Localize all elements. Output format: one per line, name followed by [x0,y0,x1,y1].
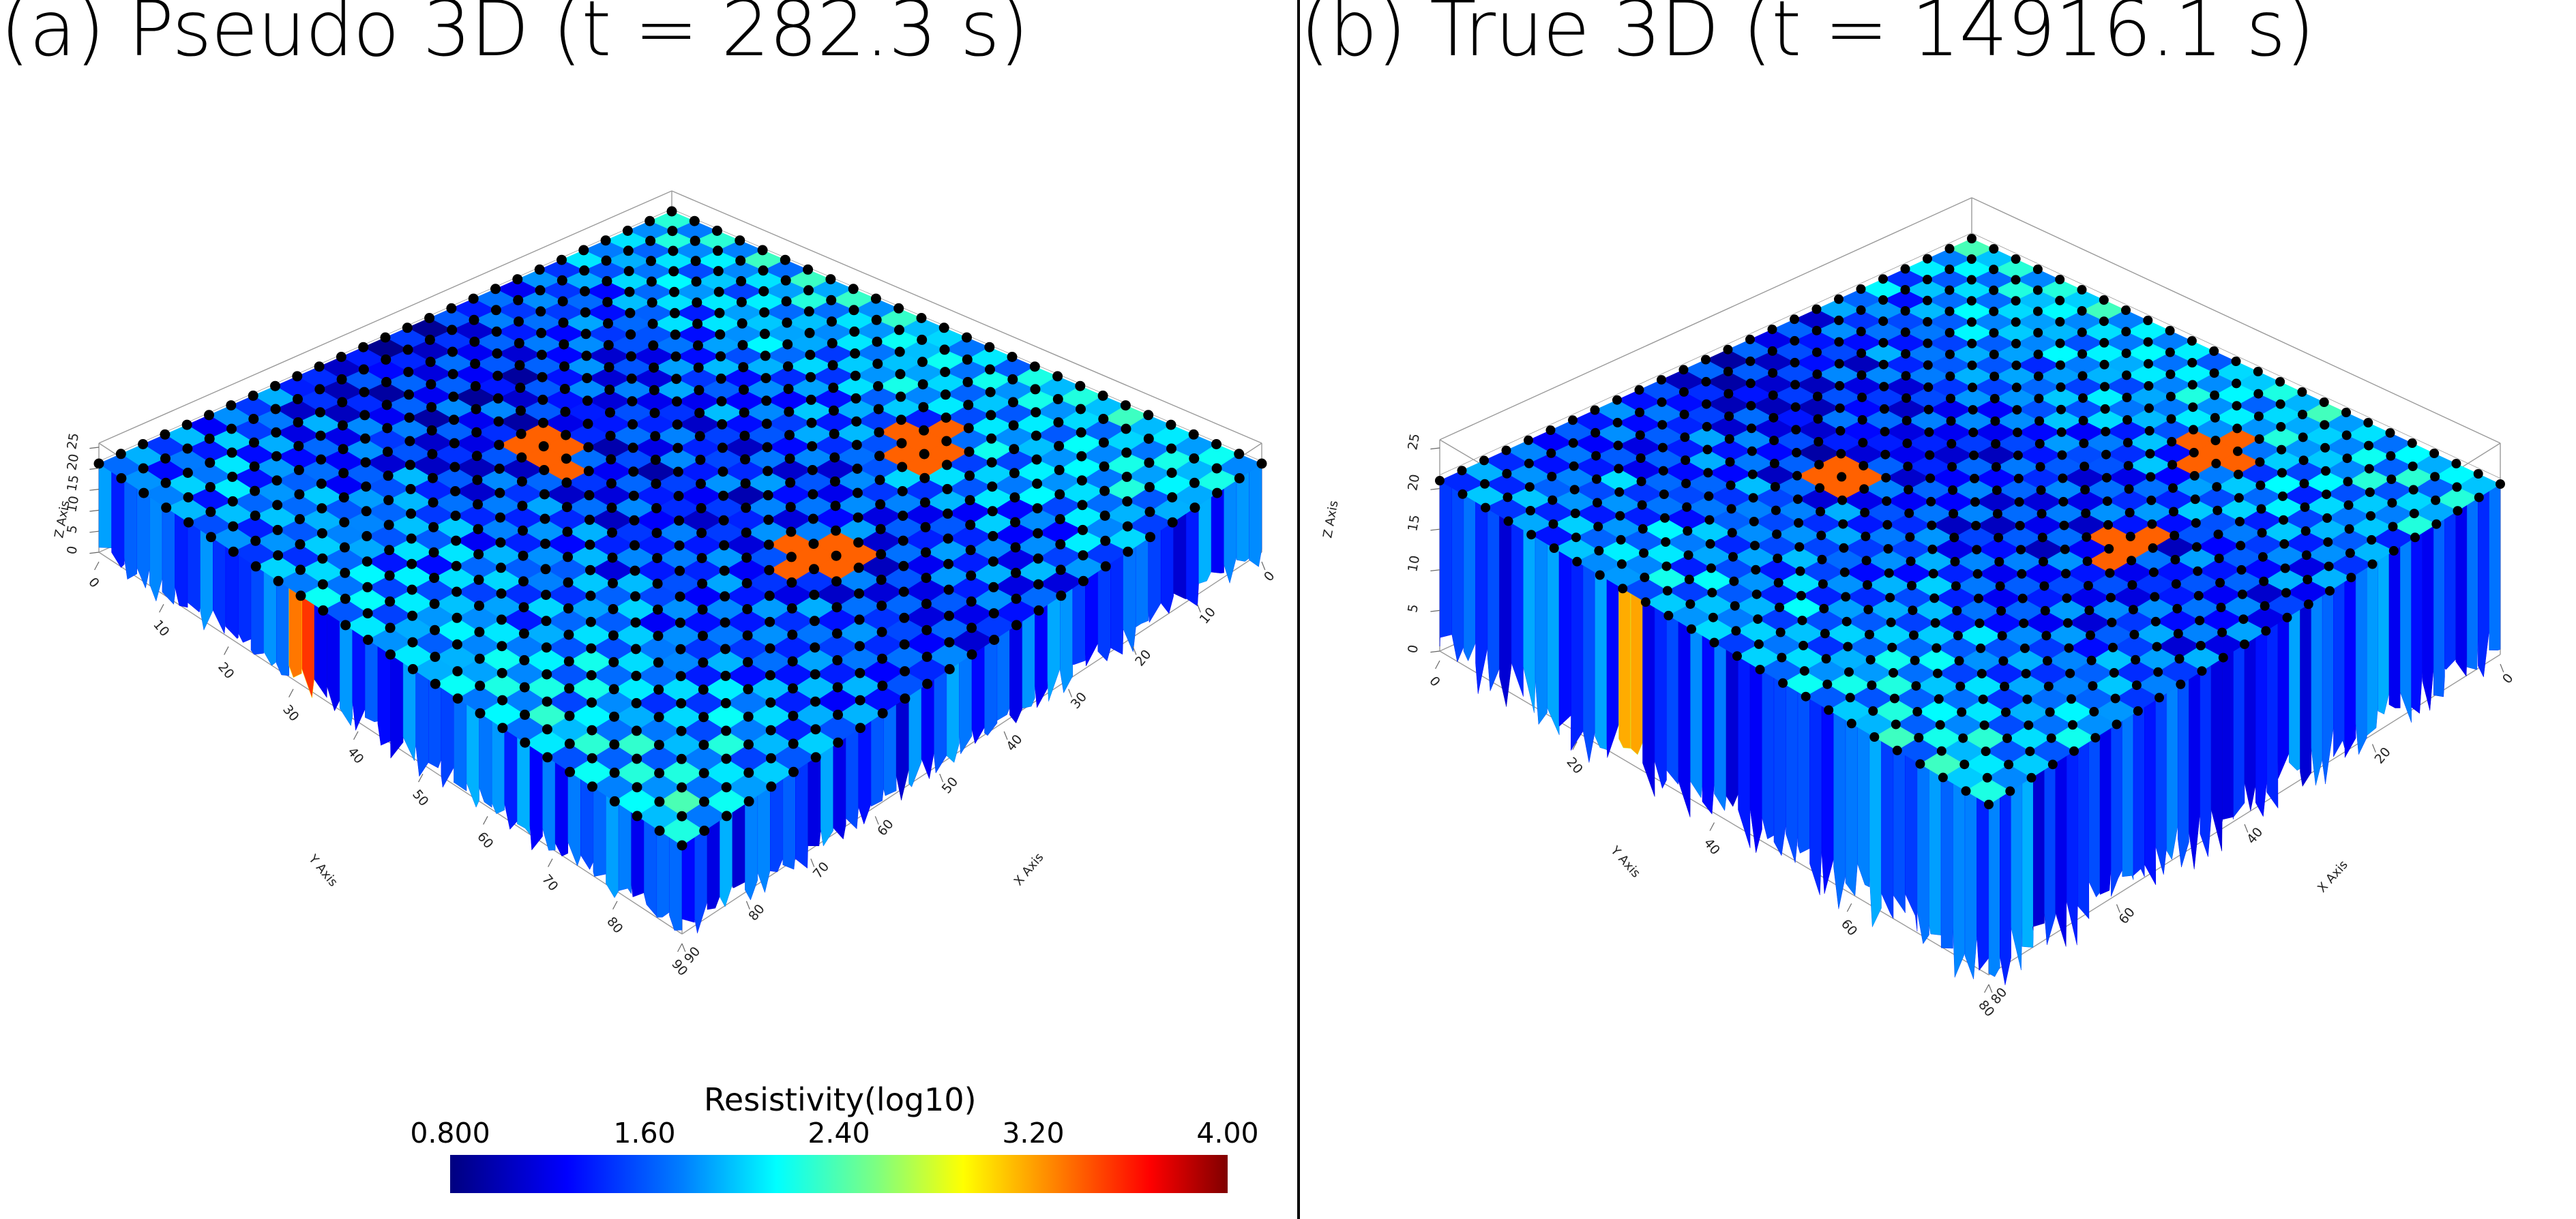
y-tick-label: 20 [1563,755,1585,777]
colorbar: Resistivity(log10) 0.800 1.60 2.40 3.20 … [409,1081,1296,1218]
y-tick-label: 0 [1426,674,1443,689]
x-tick-label: 50 [939,774,961,797]
z-tick-label: 25 [1405,432,1423,451]
x-tick-label: 40 [1003,732,1025,754]
z-tick-label: 5 [64,524,80,535]
z-tick-label: 20 [64,453,82,472]
x-tick-label: 30 [1068,689,1090,712]
panel-title: (b) True 3D (t = 14916.1 s) [1300,0,2315,74]
colorbar-gradient [450,1155,1228,1193]
x-tick-label: 0 [1261,569,1278,584]
y-tick-label: 60 [1838,916,1860,939]
colorbar-tick: 2.40 [808,1117,870,1149]
y-tick-label: 40 [344,744,366,767]
resistivity-3d-model-pseudo: Z Axis Y Axis X Axis 0510152025010203040… [52,190,1278,979]
y-axis-title: Y Axis [1608,843,1643,881]
z-tick-label: 0 [64,545,80,556]
z-axis-title: Z Axis [1320,500,1341,539]
y-axis-title: Y Axis [306,852,340,890]
panel-true-3d: (b) True 3D (t = 14916.1 s) Z Axis Y Axi… [1300,0,2576,1219]
z-tick-label: 20 [1405,473,1423,492]
y-tick-label: 0 [85,575,102,590]
y-tick-label: 60 [474,829,496,852]
x-tick-label: 40 [2244,825,2266,847]
colorbar-title: Resistivity(log10) [704,1081,977,1118]
colorbar-tick: 1.60 [613,1117,676,1149]
z-tick-label: 5 [1405,603,1421,614]
z-tick-label: 25 [64,432,82,451]
z-tick-label: 15 [64,474,82,493]
y-tick-label: 40 [1701,836,1723,858]
x-tick-label: 20 [1132,647,1154,669]
x-axis-title: X Axis [1011,850,1047,888]
y-tick-label: 50 [409,787,431,809]
x-tick-label: 70 [810,859,832,882]
x-tick-label: 0 [2500,671,2517,687]
z-tick-label: 15 [1405,513,1423,532]
colorbar-tick: 0.800 [410,1117,490,1149]
y-tick-label: 30 [280,702,301,725]
y-tick-label: 80 [604,914,625,937]
panel-pseudo-3d: (a) Pseudo 3D (t = 282.3 s) Z Axis Y Axi… [0,0,1278,979]
x-tick-label: 60 [2116,905,2137,927]
z-tick-label: 10 [1405,554,1423,573]
x-tick-label: 60 [874,817,896,839]
colorbar-tick: 4.00 [1196,1117,1259,1149]
x-tick-label: 80 [745,901,767,924]
panel-title: (a) Pseudo 3D (t = 282.3 s) [0,0,1029,74]
y-tick-label: 10 [150,617,172,639]
resistivity-3d-model-true: Z Axis Y Axis X Axis 0510152025020406080… [1320,197,2517,1020]
y-tick-label: 20 [215,659,237,682]
x-axis-title: X Axis [2315,858,2351,895]
panel-divider [1297,0,1300,1219]
colorbar-tick: 3.20 [1002,1117,1065,1149]
x-tick-label: 20 [2371,744,2393,767]
x-tick-label: 10 [1197,605,1219,627]
z-tick-label: 0 [1405,644,1421,654]
y-tick-label: 70 [539,872,561,894]
z-tick-label: 10 [64,495,82,514]
